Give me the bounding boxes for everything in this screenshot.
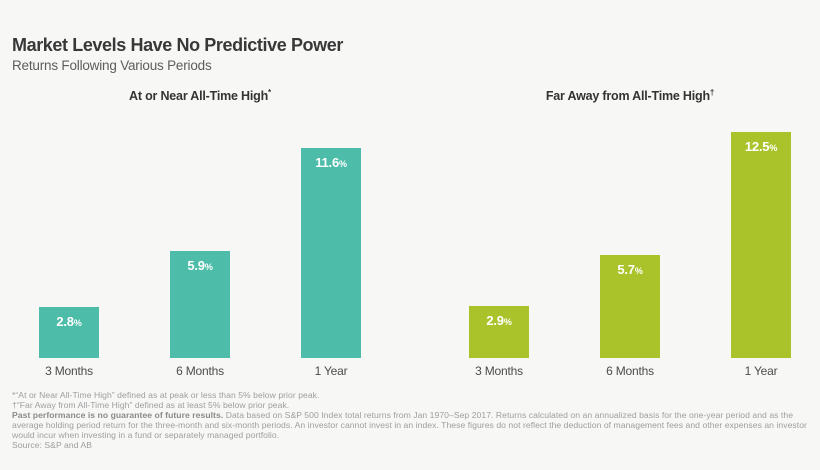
- asterisk-marker: *: [268, 88, 271, 97]
- percent-sign: %: [204, 262, 213, 273]
- footnotes: *“At or Near All-Time High” defined as a…: [12, 390, 812, 450]
- panel-title-right-text: Far Away from All-Time High: [545, 89, 710, 104]
- percent-sign: %: [503, 316, 512, 327]
- figure-subtitle: Returns Following Various Periods: [12, 58, 212, 73]
- panel-title-left-text: At or Near All-Time High: [129, 89, 269, 104]
- percent-sign: %: [338, 159, 347, 170]
- panel-at-or-near-all-time-high: At or Near All-Time High* 2.8% 3 Months 5.…: [39, 88, 361, 378]
- bar-value-label: 2.8%: [56, 314, 82, 330]
- bar-plot-right: 2.9% 3 Months 5.7% 6 Months 12.5% 1 Year: [469, 120, 791, 378]
- bar-6-months: 5.7% 6 Months: [600, 254, 660, 378]
- category-label: 6 Months: [176, 364, 224, 378]
- footnote-dagger-definition: †“Far Away from All-Time High” defined a…: [12, 400, 290, 410]
- footnote-disclosure: Past performance is no guarantee of futu…: [12, 410, 812, 440]
- category-label: 3 Months: [45, 364, 93, 378]
- bar-value-label: 12.5%: [744, 138, 778, 154]
- panel-title-right: Far Away from All-Time High†: [469, 88, 791, 104]
- percent-sign: %: [634, 265, 643, 276]
- category-label: 3 Months: [475, 364, 523, 378]
- category-label: 1 Year: [744, 364, 778, 378]
- bar-1-year: 12.5% 1 Year: [731, 131, 791, 378]
- footnote-asterisk-definition: *“At or Near All-Time High” defined as a…: [12, 390, 320, 400]
- dagger-marker: †: [709, 88, 715, 97]
- percent-sign: %: [73, 318, 82, 329]
- panel-title-left: At or Near All-Time High*: [39, 88, 361, 104]
- bar-value-label: 5.7%: [617, 261, 643, 277]
- bar-value-label: 2.9%: [486, 312, 512, 328]
- footnote-disclosure-text: Data based on S&P 500 Index total return…: [12, 410, 807, 440]
- bar-plot-left: 2.8% 3 Months 5.9% 6 Months 11.6% 1 Year: [39, 120, 361, 378]
- bar-value-label: 11.6%: [315, 155, 347, 171]
- category-label: 1 Year: [314, 364, 348, 378]
- bar-6-months: 5.9% 6 Months: [170, 251, 230, 378]
- figure-header: Market Levels Have No Predictive Power R…: [12, 34, 343, 74]
- footnote-disclosure-bold: Past performance is no guarantee of futu…: [12, 410, 224, 420]
- category-label: 6 Months: [606, 364, 654, 378]
- bar-1-year: 11.6% 1 Year: [301, 148, 361, 378]
- bar-3-months: 2.8% 3 Months: [39, 307, 99, 378]
- figure-title: Market Levels Have No Predictive Power: [12, 35, 343, 55]
- bar-3-months: 2.9% 3 Months: [469, 305, 529, 378]
- panel-far-away-from-all-time-high: Far Away from All-Time High† 2.9% 3 Month…: [469, 88, 791, 378]
- bar-value-label: 5.9%: [187, 258, 213, 274]
- source-line: Source: S&P and AB: [12, 440, 93, 450]
- percent-sign: %: [769, 142, 778, 153]
